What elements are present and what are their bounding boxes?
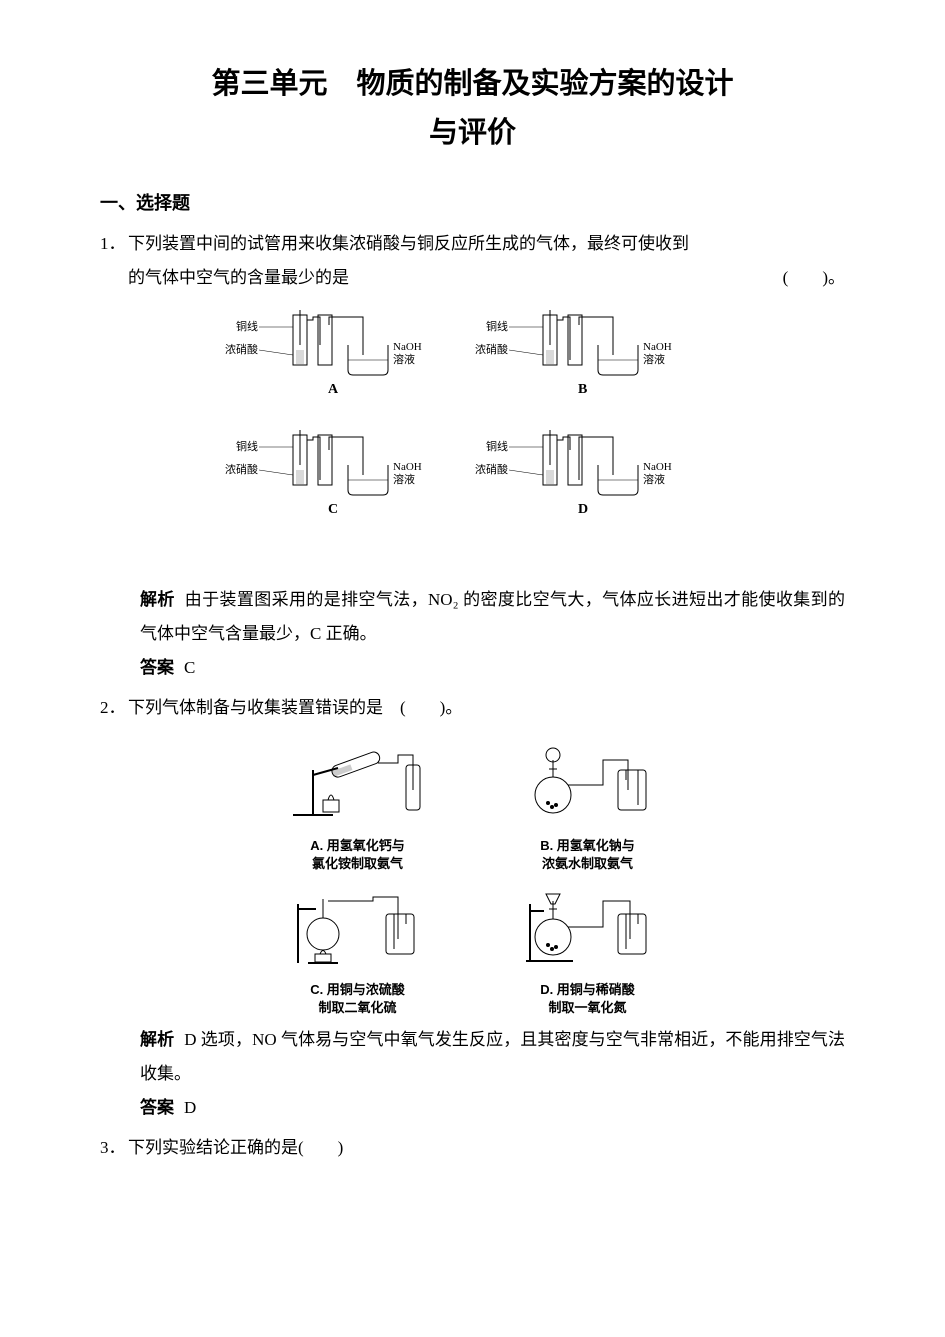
label-naoh: NaOH	[393, 341, 422, 353]
q1-answer-value: C	[184, 658, 195, 677]
svg-text:溶液: 溶液	[393, 472, 415, 486]
q2-explain-text: D 选项，NO 气体易与空气中氧气发生反应，且其密度与空气非常相近，不能用排空气…	[140, 1030, 845, 1083]
explain-label: 解析	[140, 590, 175, 609]
q2-number: 2．	[100, 691, 128, 725]
label-A: A	[328, 382, 339, 397]
q3-text: 下列实验结论正确的是( )	[128, 1138, 343, 1157]
svg-text:NaOH: NaOH	[643, 341, 672, 353]
question-3: 3． 下列实验结论正确的是( )	[100, 1131, 845, 1165]
svg-text:溶液: 溶液	[643, 352, 665, 366]
label-sol: 溶液	[393, 352, 415, 366]
label-hno3: 浓硝酸	[225, 342, 258, 356]
q1-figure: 铜线 浓硝酸 NaOH 溶液 A	[100, 305, 845, 577]
svg-text:浓硝酸: 浓硝酸	[475, 342, 508, 356]
document-page: 第三单元 物质的制备及实验方案的设计 与评价 一、选择题 1． 下列装置中间的试…	[0, 0, 945, 1211]
svg-text:铜线: 铜线	[486, 439, 508, 453]
q1-explanation: 解析由于装置图采用的是排空气法，NO₂ 的密度比空气大，气体应长进短出才能使收集…	[140, 583, 845, 651]
q2-figure: A. 用氢氧化钙与 氯化铵制取氨气	[100, 735, 845, 1018]
svg-text:浓硝酸: 浓硝酸	[475, 462, 508, 476]
svg-text:NaOH: NaOH	[643, 461, 672, 473]
q1-number: 1．	[100, 227, 128, 295]
svg-text:浓硝酸: 浓硝酸	[225, 462, 258, 476]
svg-text:C: C	[328, 502, 338, 517]
q2-answer: 答案 D	[140, 1091, 845, 1125]
q1-paren: ( )。	[783, 261, 845, 295]
q2-explanation: 解析D 选项，NO 气体易与空气中氧气发生反应，且其密度与空气非常相近，不能用排…	[140, 1023, 845, 1091]
q2-opt-A: A. 用氢氧化钙与 氯化铵制取氨气	[278, 735, 438, 873]
question-2: 2． 下列气体制备与收集装置错误的是 ( )。	[100, 691, 845, 1126]
svg-text:B: B	[578, 382, 587, 397]
q2-label-C: C. 用铜与浓硫酸 制取二氧化硫	[278, 981, 438, 1017]
q2-opt-D: D. 用铜与稀硝酸 制取一氧化氮	[508, 879, 668, 1017]
page-title: 第三单元 物质的制备及实验方案的设计 与评价	[100, 60, 845, 159]
q1-text-b: 的气体中空气的含量最少的是	[128, 268, 349, 287]
answer-label: 答案	[140, 658, 174, 677]
q2-label-A: A. 用氢氧化钙与 氯化铵制取氨气	[278, 837, 438, 873]
q2-answer-value: D	[184, 1098, 196, 1117]
q2-label-B: B. 用氢氧化钠与 浓氨水制取氨气	[508, 837, 668, 873]
question-1: 1． 下列装置中间的试管用来收集浓硝酸与铜反应所生成的气体，最终可使收到 的气体…	[100, 227, 845, 685]
title-line-1: 第三单元 物质的制备及实验方案的设计	[100, 60, 845, 109]
title-line-2: 与评价	[100, 109, 845, 158]
svg-text:溶液: 溶液	[643, 472, 665, 486]
q2-opt-B: B. 用氢氧化钠与 浓氨水制取氨气	[508, 735, 668, 873]
svg-text:铜线: 铜线	[236, 439, 258, 453]
svg-text:铜线: 铜线	[486, 319, 508, 333]
q2-text: 下列气体制备与收集装置错误的是 ( )。	[128, 698, 462, 717]
q2-label-D: D. 用铜与稀硝酸 制取一氧化氮	[508, 981, 668, 1017]
q1-answer: 答案 C	[140, 651, 845, 685]
q2-opt-C: C. 用铜与浓硫酸 制取二氧化硫	[278, 879, 438, 1017]
label-cu: 铜线	[236, 319, 258, 333]
svg-text:D: D	[578, 502, 588, 517]
q1-apparatus-svg: 铜线 浓硝酸 NaOH 溶液 A	[223, 305, 723, 565]
answer-label-2: 答案	[140, 1098, 174, 1117]
explain-label-2: 解析	[140, 1030, 174, 1049]
q1-text-a: 下列装置中间的试管用来收集浓硝酸与铜反应所生成的气体，最终可使收到	[128, 234, 689, 253]
svg-text:NaOH: NaOH	[393, 461, 422, 473]
section-heading: 一、选择题	[100, 189, 845, 215]
q1-explain-text: 由于装置图采用的是排空气法，NO₂ 的密度比空气大，气体应长进短出才能使收集到的…	[140, 590, 845, 643]
q3-number: 3．	[100, 1131, 128, 1165]
